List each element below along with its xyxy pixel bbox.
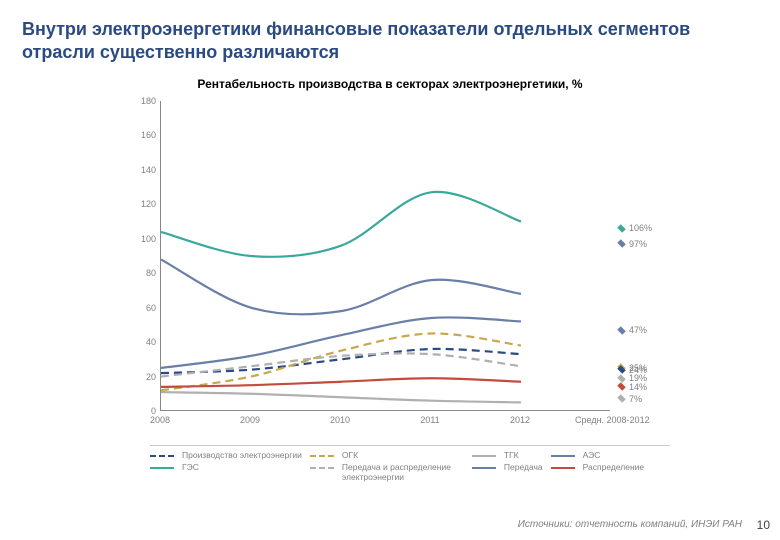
- chart-container: 0204060801001201401601802008200920102011…: [100, 93, 720, 443]
- y-tick-label: 20: [146, 372, 156, 382]
- legend-swatch-raspr: [551, 467, 575, 469]
- end-marker-label: 7%: [629, 394, 642, 404]
- legend-label-ges: ГЭС: [182, 461, 310, 483]
- y-tick-label: 60: [146, 303, 156, 313]
- legend-label-pered: Передача: [504, 461, 551, 483]
- x-tick-label: 2009: [240, 415, 260, 425]
- end-marker-aes: 47%: [618, 325, 647, 335]
- chart-svg: [161, 101, 611, 411]
- chart-legend: Производство электроэнергии ОГК ТГК АЭС ГЭС П…: [150, 445, 670, 483]
- series-line-ges: [161, 192, 521, 257]
- series-line-trans: [161, 353, 521, 376]
- source-text: Источники: отчетность компаний, ИНЭИ РАН: [518, 519, 742, 530]
- legend-swatch-ogk: [310, 455, 334, 457]
- diamond-icon: [617, 240, 625, 248]
- legend-swatch-pered: [472, 467, 496, 469]
- end-marker-label: 47%: [629, 325, 647, 335]
- series-line-aes: [161, 317, 521, 368]
- legend-swatch-prod: [150, 455, 174, 457]
- diamond-icon: [617, 395, 625, 403]
- end-marker-label: 97%: [629, 239, 647, 249]
- legend-label-aes: АЭС: [583, 449, 653, 461]
- x-tick-label: 2012: [510, 415, 530, 425]
- chart-title: Рентабельность производства в секторах э…: [0, 77, 780, 91]
- legend-label-prod: Производство электроэнергии: [182, 449, 310, 461]
- legend-swatch-ges: [150, 467, 174, 469]
- title-text: Внутри электроэнергетики финансовые пока…: [22, 18, 758, 63]
- y-tick-label: 180: [141, 96, 156, 106]
- legend-swatch-aes: [551, 455, 575, 457]
- diamond-icon: [617, 224, 625, 232]
- legend-swatch-trans: [310, 467, 334, 469]
- y-tick-label: 100: [141, 234, 156, 244]
- page-number: 10: [757, 518, 770, 532]
- diamond-icon: [617, 383, 625, 391]
- end-marker-ges: 106%: [618, 223, 652, 233]
- chart-plot-area: [160, 101, 610, 411]
- slide-title: Внутри электроэнергетики финансовые пока…: [0, 0, 780, 71]
- end-marker-tgk: 7%: [618, 394, 642, 404]
- y-tick-label: 140: [141, 165, 156, 175]
- series-line-tgk: [161, 392, 521, 402]
- end-marker-pered: 97%: [618, 239, 647, 249]
- legend-swatch-tgk: [472, 455, 496, 457]
- end-marker-label: 106%: [629, 223, 652, 233]
- y-tick-label: 80: [146, 268, 156, 278]
- x-tick-label: 2008: [150, 415, 170, 425]
- legend-label-ogk: ОГК: [342, 449, 472, 461]
- y-tick-label: 40: [146, 337, 156, 347]
- legend-label-raspr: Распределение: [583, 461, 653, 483]
- end-marker-raspr: 14%: [618, 382, 647, 392]
- x-tick-label: 2011: [420, 415, 439, 425]
- y-tick-label: 160: [141, 130, 156, 140]
- legend-label-trans: Передача и распределение электроэнергии: [342, 461, 472, 483]
- end-marker-label: 14%: [629, 382, 647, 392]
- x-tick-label: 2010: [330, 415, 350, 425]
- legend-label-tgk: ТГК: [504, 449, 551, 461]
- x-tick-label: Средн. 2008-2012: [575, 415, 650, 425]
- series-line-pered: [161, 259, 521, 314]
- y-tick-label: 120: [141, 199, 156, 209]
- diamond-icon: [617, 326, 625, 334]
